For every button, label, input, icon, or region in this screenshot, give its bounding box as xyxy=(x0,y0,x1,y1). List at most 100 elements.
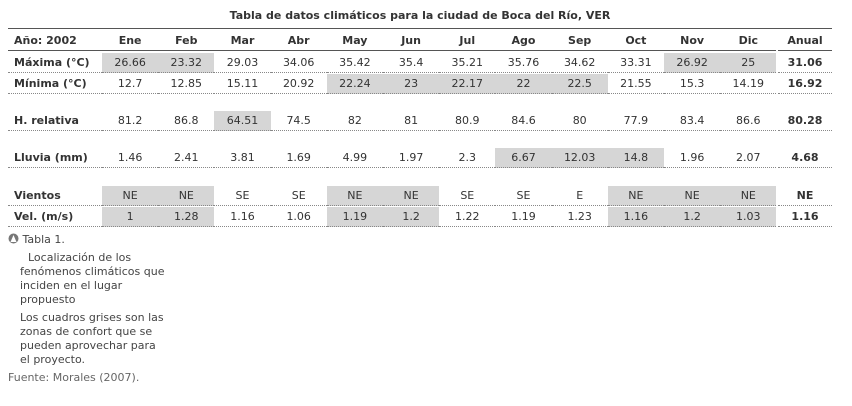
table-cell: 12.7 xyxy=(102,74,159,94)
table-cell: NE xyxy=(778,186,832,206)
table-cell: Feb xyxy=(158,31,215,51)
table-cell: 86.6 xyxy=(720,111,777,131)
table-cell: 1 xyxy=(102,207,159,227)
table-cell: 12.85 xyxy=(158,74,215,94)
table-cell: 80 xyxy=(551,111,608,131)
table-cell: 80.28 xyxy=(778,111,832,131)
table-cell: SE xyxy=(214,186,271,206)
table-cell: 83.4 xyxy=(664,111,721,131)
table-cell: SE xyxy=(495,186,552,206)
table-cell: Vel. (m/s) xyxy=(8,207,102,227)
table-cell: 80.9 xyxy=(439,111,496,131)
caption-text: Los cuadros grises son las zonas de conf… xyxy=(20,311,164,366)
table-cell: May xyxy=(326,31,383,51)
table-cell: 1.23 xyxy=(551,207,608,227)
table-cell: E xyxy=(551,186,608,206)
table-cell: 25 xyxy=(720,53,777,73)
table-cell: 1.16 xyxy=(214,207,271,227)
table-cell: 1.06 xyxy=(270,207,327,227)
table-cell: Abr xyxy=(270,31,327,51)
table-cell: 1.22 xyxy=(439,207,496,227)
table-cell: Anual xyxy=(778,31,832,51)
table-cell: 21.55 xyxy=(607,74,664,94)
table-cell: 2.07 xyxy=(720,148,777,168)
table-cell: 22.24 xyxy=(326,74,383,94)
table-cell: 26.92 xyxy=(664,53,721,73)
table-cell: 26.66 xyxy=(102,53,159,73)
table-cell: 64.51 xyxy=(214,111,271,131)
table-cell: 86.8 xyxy=(158,111,215,131)
table-cell: 1.19 xyxy=(326,207,383,227)
table-cell: 15.11 xyxy=(214,74,271,94)
table-cell: 12.03 xyxy=(551,148,608,168)
table-cell: NE xyxy=(664,186,721,206)
table-cell: 35.4 xyxy=(383,53,440,73)
table-cell: Jun xyxy=(383,31,440,51)
table-cell: 1.2 xyxy=(383,207,440,227)
table-cell: 29.03 xyxy=(214,53,271,73)
table-cell: 77.9 xyxy=(607,111,664,131)
table-cell: 2.41 xyxy=(158,148,215,168)
table-cell: H. relativa xyxy=(8,111,102,131)
table-cell: 22.17 xyxy=(439,74,496,94)
table-cell: 35.42 xyxy=(326,53,383,73)
table-cell: 34.62 xyxy=(551,53,608,73)
table-cell: 23 xyxy=(383,74,440,94)
caption: Tabla 1. Localización de los fenómenos c… xyxy=(8,233,168,385)
table-cell: 35.76 xyxy=(495,53,552,73)
table-cell: Nov xyxy=(664,31,721,51)
table-cell: Vientos xyxy=(8,186,102,206)
table-cell: SE xyxy=(270,186,327,206)
table-cell: 2.3 xyxy=(439,148,496,168)
table-cell: 1.03 xyxy=(720,207,777,227)
table-cell: 4.68 xyxy=(778,148,832,168)
table-cell: 23.32 xyxy=(158,53,215,73)
table-cell: 1.2 xyxy=(664,207,721,227)
table-cell: 1.97 xyxy=(383,148,440,168)
table-cell: 84.6 xyxy=(495,111,552,131)
table-cell: 14.19 xyxy=(720,74,777,94)
table-cell: Ago xyxy=(495,31,552,51)
table-cell: 81 xyxy=(383,111,440,131)
table-cell: Oct xyxy=(607,31,664,51)
table-cell: 1.16 xyxy=(778,207,832,227)
table-cell: 1.16 xyxy=(607,207,664,227)
table-cell: 33.31 xyxy=(607,53,664,73)
table-cell: NE xyxy=(158,186,215,206)
table-cell: 34.06 xyxy=(270,53,327,73)
table-cell: Jul xyxy=(439,31,496,51)
table-cell: 14.8 xyxy=(607,148,664,168)
table-cell: 22 xyxy=(495,74,552,94)
table-cell: Mínima (°C) xyxy=(8,74,102,94)
top-rule xyxy=(8,28,832,29)
table-cell: 82 xyxy=(326,111,383,131)
table-title: Tabla de datos climáticos para la ciudad… xyxy=(229,9,611,22)
table-cell: 81.2 xyxy=(102,111,159,131)
caption-label: Tabla 1. xyxy=(22,233,65,246)
source: Fuente: Morales (2007). xyxy=(8,371,140,384)
table-cell: 1.96 xyxy=(664,148,721,168)
table-cell: Ene xyxy=(102,31,159,51)
table-cell: Dic xyxy=(720,31,777,51)
table-cell: 20.92 xyxy=(270,74,327,94)
table-cell: NE xyxy=(326,186,383,206)
table-cell: Mar xyxy=(214,31,271,51)
table-cell: 3.81 xyxy=(214,148,271,168)
table-cell: Máxima (°C) xyxy=(8,53,102,73)
table-cell: 31.06 xyxy=(778,53,832,73)
table-cell: 15.3 xyxy=(664,74,721,94)
table-cell: 1.69 xyxy=(270,148,327,168)
table-cell: 1.46 xyxy=(102,148,159,168)
table-cell: Lluvia (mm) xyxy=(8,148,102,168)
table-cell: 35.21 xyxy=(439,53,496,73)
table-cell: NE xyxy=(102,186,159,206)
table-cell: NE xyxy=(720,186,777,206)
table-cell: NE xyxy=(383,186,440,206)
caption-label-row: Tabla 1. xyxy=(8,233,168,247)
caption-text: Localización de los fenómenos climáticos… xyxy=(20,251,165,306)
table-cell: 1.19 xyxy=(495,207,552,227)
table-cell: 74.5 xyxy=(270,111,327,131)
table-cell: 22.5 xyxy=(551,74,608,94)
table-cell: 6.67 xyxy=(495,148,552,168)
